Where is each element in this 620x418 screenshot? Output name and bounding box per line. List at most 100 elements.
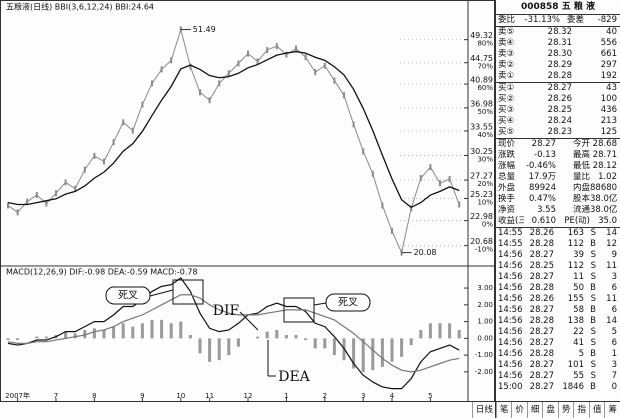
price-bar (103, 158, 105, 165)
quote-cell: 14 (606, 228, 617, 238)
quote-cell: 股本 (572, 194, 590, 204)
macd-bar (16, 338, 20, 341)
annotation: 死叉 (118, 290, 138, 302)
quote-row: 14:56 28.27 55 S 7 (496, 371, 620, 382)
x-tick-label: 7 (54, 392, 58, 400)
x-tick-label: 8 (92, 392, 96, 400)
quote-cell: B (590, 349, 596, 359)
quote-row: 14:55 28.28 112 B 12 (496, 239, 620, 250)
callout-leader (313, 302, 327, 306)
quote-cell: 28.12 (592, 161, 617, 171)
quote-cell: S (590, 228, 596, 238)
quote-cell: 28.31 (547, 38, 572, 48)
tab[interactable]: 值 (588, 402, 605, 418)
quote-cell: 28.28 (529, 316, 554, 326)
macd-bar (150, 319, 154, 339)
tab[interactable]: 价 (511, 402, 527, 418)
price-bar (170, 57, 173, 64)
quote-cell: B (590, 305, 596, 315)
macd-bar (265, 331, 269, 339)
quote-cell: 涨跌 (498, 150, 516, 160)
quote-row: 买② 28.26 100 (496, 94, 620, 105)
tab[interactable]: 筹 (604, 402, 620, 418)
macd-bar (35, 336, 39, 339)
y-tick-label: 27.27 (470, 172, 493, 181)
price-bar (381, 202, 384, 209)
price-bar (458, 201, 461, 208)
quote-cell: 28.27 (529, 338, 554, 348)
macd-bar (371, 338, 375, 371)
quote-cell: 28.27 (529, 272, 554, 282)
quote-cell: 28.29 (547, 60, 572, 70)
x-tick-label: 1 (284, 392, 288, 400)
macd-bar (275, 329, 279, 339)
quote-cell: 38.0亿 (590, 194, 617, 204)
tab[interactable]: 盘 (542, 402, 558, 418)
quote-row: 14:56 28.27 58 B 6 (496, 305, 620, 316)
tab[interactable]: 日线 (471, 402, 496, 418)
quote-cell: 112 (567, 239, 584, 249)
tab[interactable]: 指 (573, 402, 589, 418)
x-tick-label: 9 (140, 392, 144, 400)
annotation: DEA (278, 369, 310, 385)
pct-label: 80% (477, 40, 493, 48)
quote-cell: 换手 (498, 194, 516, 204)
quote-cell: 委比 (498, 15, 516, 25)
quote-cell: 卖② (498, 60, 515, 70)
tab[interactable]: 细 (526, 402, 543, 418)
price-bar (131, 127, 134, 134)
quote-cell: B (590, 283, 596, 293)
quote-row: 买④ 28.24 213 (496, 116, 620, 127)
price-bar (247, 50, 249, 57)
y-tick-label: 0.00 (477, 334, 493, 342)
price-bar (112, 139, 115, 146)
bbi-line (7, 50, 460, 209)
quote-cell: 5 (611, 327, 617, 337)
price-bar (26, 198, 29, 205)
price-bar (275, 43, 278, 50)
quote-cell: 买④ (498, 116, 515, 126)
quote-cell: 101 (567, 360, 584, 370)
quote-cell: 6 (611, 283, 617, 293)
tab[interactable]: 势 (557, 402, 574, 418)
quote-header: 000858 五 粮 液 (521, 2, 595, 12)
quote-cell: 总量 (498, 172, 516, 182)
quote-row: 涨幅 -0.46% 最低 28.12 (496, 161, 620, 172)
price-bar (295, 45, 297, 52)
price-bar (256, 58, 259, 65)
quote-cell: 40 (606, 27, 617, 37)
quote-cell: 14:56 (498, 338, 522, 348)
quote-cell: 买③ (498, 105, 515, 115)
quote-row: 买⑤ 28.23 125 (496, 127, 620, 138)
macd-bar (313, 338, 317, 349)
quote-cell: 14:56 (498, 250, 522, 260)
price-bar (285, 51, 288, 58)
macd-bar (121, 323, 125, 339)
quote-cell: 14:56 (498, 261, 522, 271)
quote-cell: 14:56 (498, 283, 522, 293)
y-tick-label: -2.00 (475, 368, 493, 376)
y-tick-label: 1.00 (477, 318, 493, 326)
frame (0, 0, 495, 402)
price-line (7, 27, 460, 255)
macd-bar (352, 338, 356, 369)
tab[interactable]: 笔 (495, 402, 512, 418)
quote-cell: 125 (600, 127, 617, 137)
quote-cell: 661 (600, 49, 617, 59)
annotation: 20.08 (414, 248, 437, 257)
macd-bar (112, 326, 116, 339)
macd-line (7, 277, 460, 390)
quote-cell: B (590, 316, 596, 326)
price-bar (74, 185, 77, 192)
price-bar (304, 54, 307, 61)
macd-line (7, 294, 460, 373)
quote-cell: 0.610 (531, 216, 556, 226)
price-bar (189, 63, 192, 70)
quote-cell: B (590, 239, 596, 249)
pct-label: 70% (477, 63, 493, 71)
quote-cell: 14:56 (498, 349, 522, 359)
quote-cell: 28.27 (547, 83, 572, 93)
quote-cell: 163 (567, 228, 584, 238)
y-tick-label: 44.75 (470, 54, 493, 63)
